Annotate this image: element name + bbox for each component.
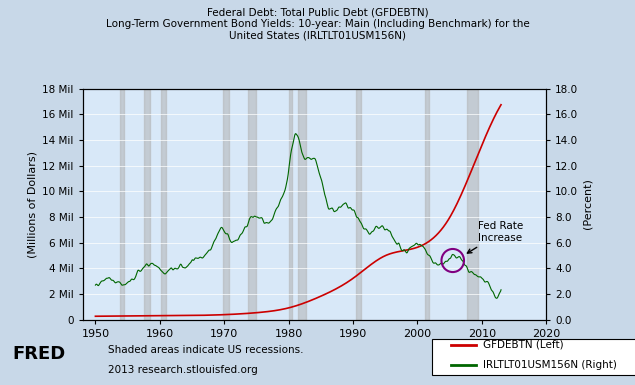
Text: GFDEBTN (Left): GFDEBTN (Left) xyxy=(476,340,557,350)
Bar xyxy=(356,89,361,320)
Text: 2013 research.stlouisfed.org: 2013 research.stlouisfed.org xyxy=(108,365,258,375)
Y-axis label: (Millions of Dollars): (Millions of Dollars) xyxy=(28,151,38,258)
Bar xyxy=(144,89,150,320)
Bar xyxy=(161,89,166,320)
Y-axis label: (Percent): (Percent) xyxy=(582,179,592,229)
Bar xyxy=(288,89,292,320)
Bar xyxy=(223,89,229,320)
Bar xyxy=(298,89,306,320)
Text: GFDEBTN (Left): GFDEBTN (Left) xyxy=(483,340,563,350)
Bar xyxy=(467,89,479,320)
Text: Fed Rate
Increase: Fed Rate Increase xyxy=(467,221,524,253)
Bar xyxy=(425,89,429,320)
Text: Shaded areas indicate US recessions.: Shaded areas indicate US recessions. xyxy=(108,345,304,355)
Text: IRLTLT01USM156N (Right): IRLTLT01USM156N (Right) xyxy=(476,360,610,370)
Bar xyxy=(119,89,124,320)
FancyBboxPatch shape xyxy=(432,339,635,375)
Text: Federal Debt: Total Public Debt (GFDEBTN)
Long-Term Government Bond Yields: 10-y: Federal Debt: Total Public Debt (GFDEBTN… xyxy=(105,8,530,41)
Bar xyxy=(248,89,257,320)
Text: FRED: FRED xyxy=(13,345,66,363)
Text: IRLTLT01USM156N (Right): IRLTLT01USM156N (Right) xyxy=(483,360,617,370)
